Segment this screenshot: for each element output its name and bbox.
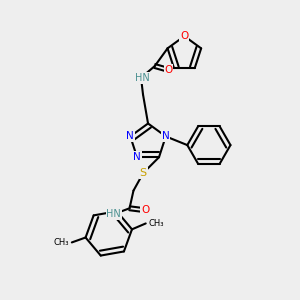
Text: CH₃: CH₃ [53,238,69,247]
Text: O: O [180,31,188,41]
Text: O: O [164,65,173,75]
Text: N: N [126,131,134,141]
Text: O: O [141,205,149,215]
Text: HN: HN [135,73,149,83]
Text: S: S [140,168,147,178]
Text: N: N [162,131,169,141]
Text: HN: HN [106,209,121,219]
Text: CH₃: CH₃ [149,219,164,228]
Text: N: N [133,152,141,162]
